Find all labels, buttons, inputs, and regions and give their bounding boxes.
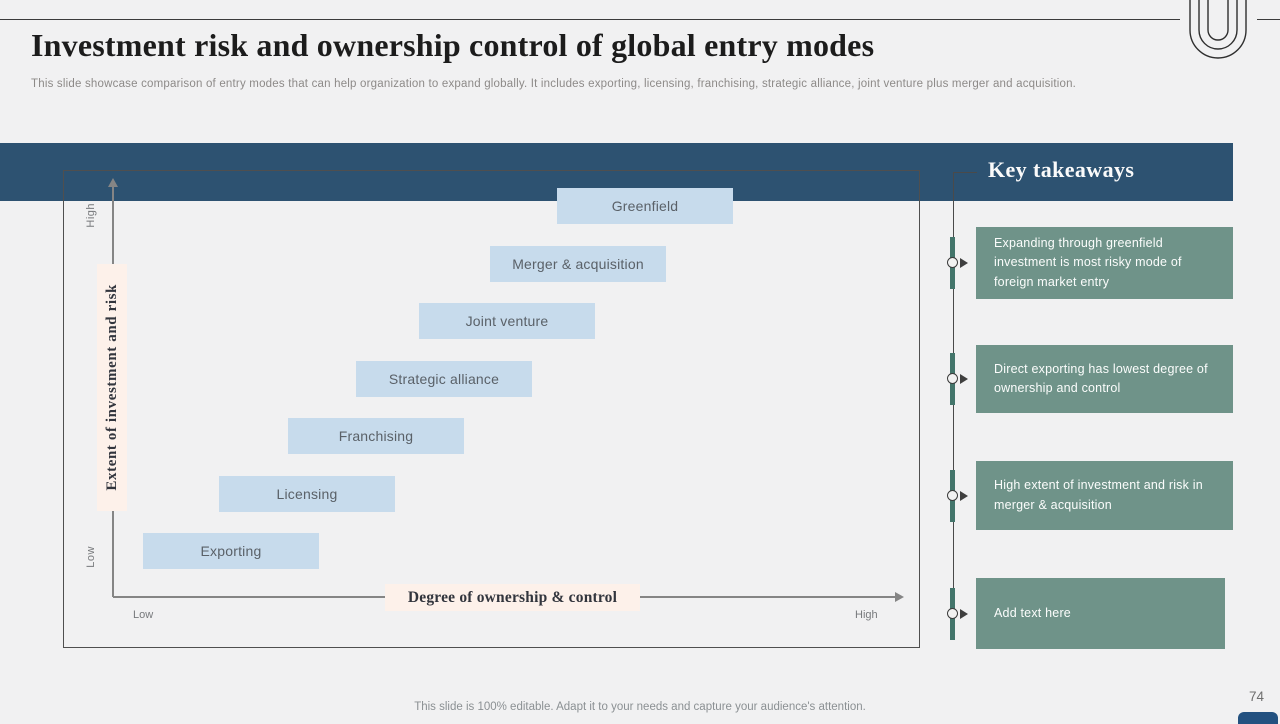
takeaway-box-placeholder[interactable]: Add text here [976, 578, 1225, 649]
mode-box-exporting[interactable]: Exporting [143, 533, 319, 569]
mode-box-licensing[interactable]: Licensing [219, 476, 395, 512]
takeaway-box-3[interactable]: High extent of investment and risk in me… [976, 461, 1233, 530]
x-axis-title[interactable]: Degree of ownership & control [385, 584, 640, 611]
rail-stop-arrow-icon [960, 374, 968, 384]
paperclip-icon [1189, 0, 1247, 59]
takeaways-rail-line [953, 172, 954, 638]
rail-stop-dot-icon [947, 608, 958, 619]
header-divider-right [1257, 19, 1280, 20]
rail-stop-arrow-icon [960, 491, 968, 501]
mode-box-greenfield[interactable]: Greenfield [557, 188, 733, 224]
mode-box-merger-acquisition[interactable]: Merger & acquisition [490, 246, 666, 282]
x-axis-tick-low: Low [133, 609, 154, 621]
takeaway-text-3: High extent of investment and risk in me… [994, 478, 1203, 512]
x-axis-arrowhead-icon [895, 592, 904, 602]
footer-note: This slide is 100% editable. Adapt it to… [414, 701, 866, 713]
rail-stop-dot-icon [947, 490, 958, 501]
mode-box-joint-venture[interactable]: Joint venture [419, 303, 595, 339]
rail-stop-arrow-icon [960, 609, 968, 619]
key-takeaways-heading: Key takeaways [988, 157, 1135, 182]
y-axis-title[interactable]: Extent of investment and risk [97, 264, 127, 511]
mode-box-franchising[interactable]: Franchising [288, 418, 464, 454]
mode-box-strategic-alliance[interactable]: Strategic alliance [356, 361, 532, 397]
takeaway-text-1: Expanding through greenfield investment … [994, 235, 1182, 289]
x-axis-tick-high: High [855, 609, 878, 621]
y-axis-title-label: Extent of investment and risk [103, 284, 120, 491]
takeaways-rail-connector [953, 172, 977, 173]
y-axis-tick-low: Low [85, 546, 97, 568]
takeaway-text-2: Direct exporting has lowest degree of ow… [994, 361, 1208, 395]
header-divider-left [0, 19, 1180, 20]
rail-stop-arrow-icon [960, 258, 968, 268]
rail-stop-dot-icon [947, 257, 958, 268]
takeaway-box-1[interactable]: Expanding through greenfield investment … [976, 227, 1233, 299]
page-title: Investment risk and ownership control of… [31, 27, 875, 63]
y-axis-tick-high: High [85, 203, 97, 228]
y-axis-arrowhead-icon [108, 178, 118, 187]
corner-accent-pill [1238, 712, 1278, 724]
page-subtitle: This slide showcase comparison of entry … [31, 78, 1077, 90]
takeaway-text-placeholder: Add text here [994, 605, 1071, 620]
chart-frame [63, 170, 920, 648]
page-number: 74 [1248, 689, 1264, 704]
rail-stop-dot-icon [947, 373, 958, 384]
takeaway-box-2[interactable]: Direct exporting has lowest degree of ow… [976, 345, 1233, 413]
